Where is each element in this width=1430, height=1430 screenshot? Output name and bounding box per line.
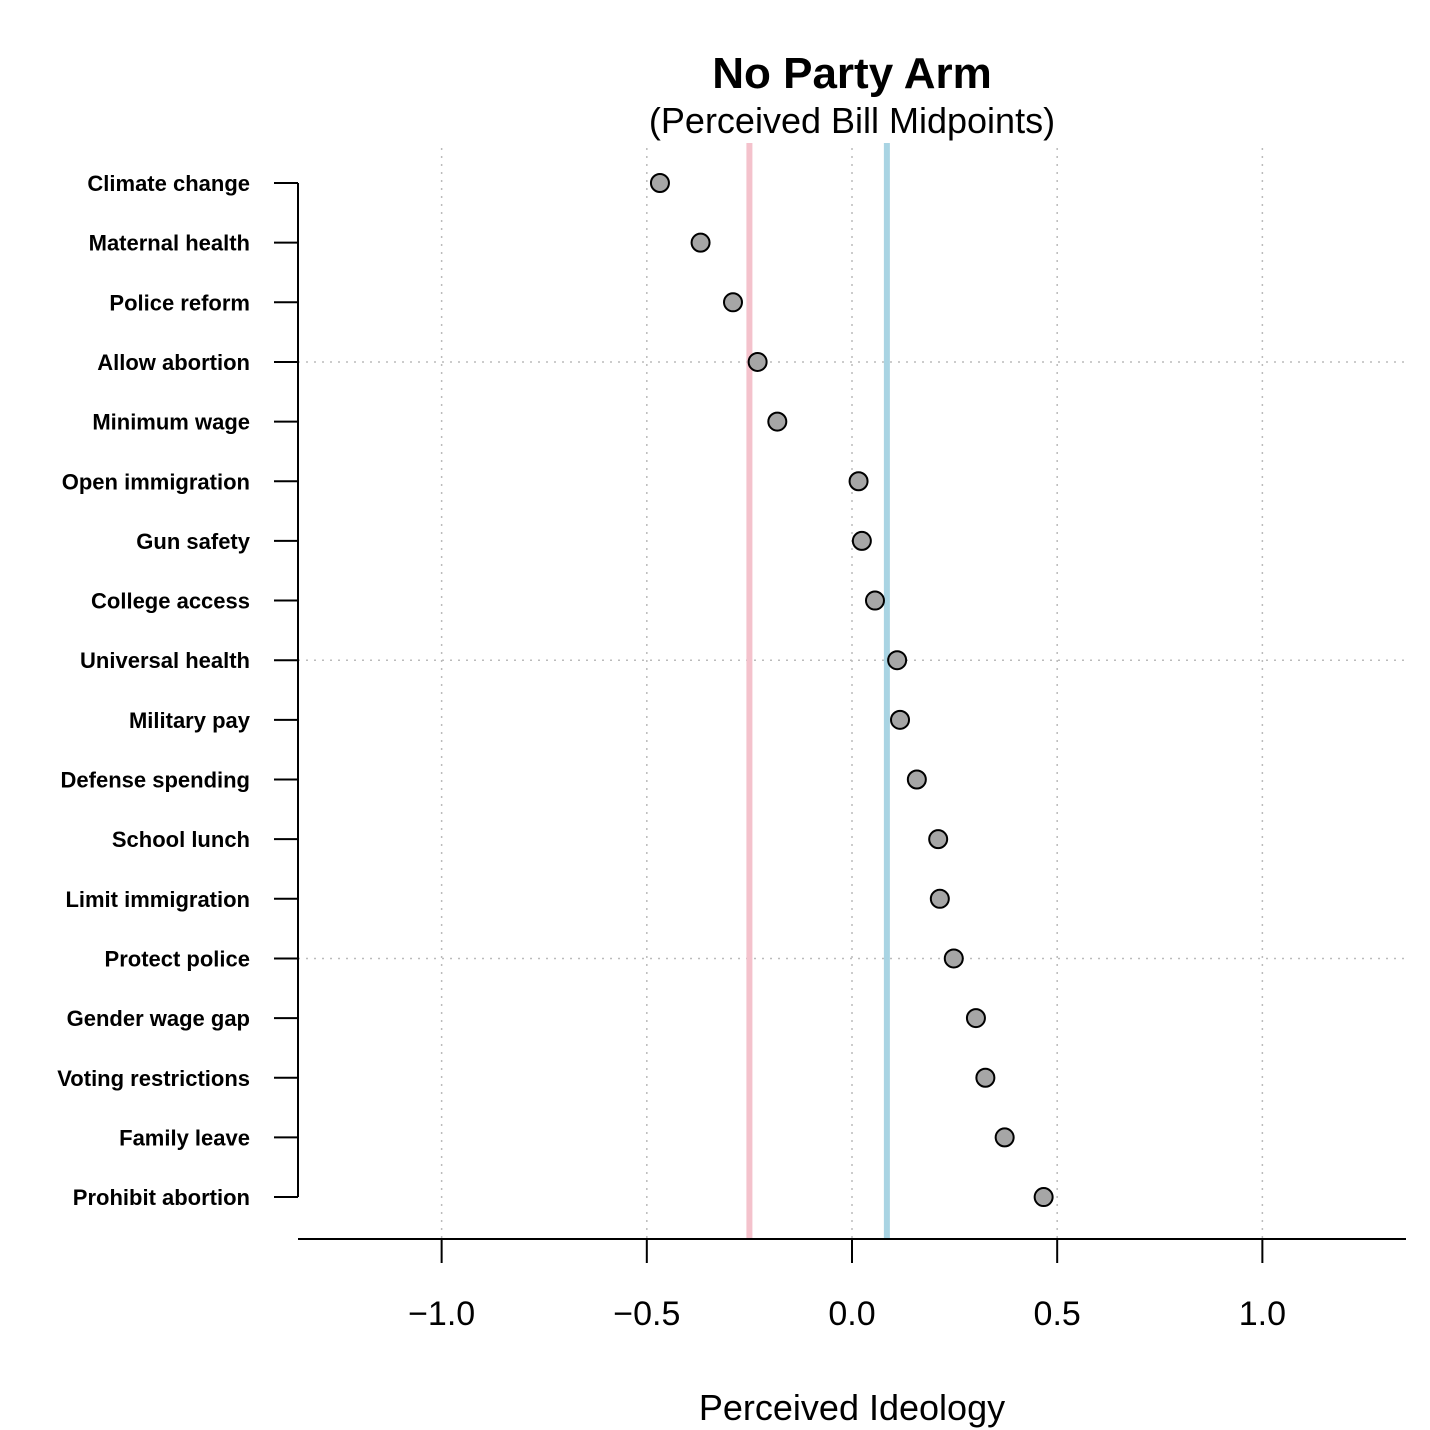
data-point: [767, 411, 788, 432]
y-tick-label: Military pay: [129, 708, 251, 733]
gridlines: [298, 148, 1406, 1239]
x-axis-label: Perceived Ideology: [699, 1387, 1005, 1428]
y-tick-label: Limit immigration: [65, 887, 250, 912]
data-point: [722, 292, 743, 313]
data-point: [747, 351, 768, 372]
y-tick-label: Maternal health: [89, 231, 250, 256]
data-point: [975, 1067, 996, 1088]
y-tick-label: Open immigration: [62, 469, 250, 494]
y-tick-label: Gender wage gap: [67, 1006, 250, 1031]
y-tick-label: School lunch: [112, 827, 250, 852]
data-point: [851, 530, 872, 551]
data-point: [887, 650, 908, 671]
reference-lines: [746, 143, 890, 1239]
x-tick-label: −0.5: [613, 1295, 680, 1333]
y-tick-label: Protect police: [105, 946, 250, 971]
x-tick-label: 0.5: [1034, 1295, 1081, 1333]
y-tick-label: Universal health: [80, 648, 250, 673]
data-point: [890, 709, 911, 730]
y-tick-label: Gun safety: [136, 529, 250, 554]
data-point: [690, 232, 711, 253]
y-tick-label: Family leave: [119, 1125, 250, 1150]
data-point: [906, 769, 927, 790]
x-tick-label: −1.0: [408, 1295, 475, 1333]
data-points: [649, 173, 1054, 1208]
y-tick-label: Allow abortion: [97, 350, 250, 375]
y-tick-label: Prohibit abortion: [73, 1185, 250, 1210]
data-point: [994, 1127, 1015, 1148]
y-tick-label: Voting restrictions: [57, 1066, 250, 1091]
data-point: [929, 888, 950, 909]
data-point: [1033, 1187, 1054, 1208]
chart-subtitle: (Perceived Bill Midpoints): [649, 100, 1055, 141]
y-tick-label: Police reform: [109, 290, 250, 315]
chart-title: No Party Arm: [712, 49, 992, 98]
data-point: [965, 1008, 986, 1029]
y-tick-label: College access: [91, 589, 250, 614]
y-tick-label: Defense spending: [61, 768, 250, 793]
data-point: [928, 829, 949, 850]
data-point: [649, 173, 670, 193]
axes: Climate change Maternal health Police refo…: [57, 171, 1406, 1333]
x-tick-label: 0.0: [828, 1295, 875, 1333]
y-tick-label: Climate change: [87, 171, 250, 196]
y-tick-label: Minimum wage: [92, 410, 250, 435]
data-point: [848, 471, 869, 492]
x-tick-label: 1.0: [1239, 1295, 1286, 1333]
data-point: [864, 590, 885, 611]
data-point: [943, 948, 964, 969]
